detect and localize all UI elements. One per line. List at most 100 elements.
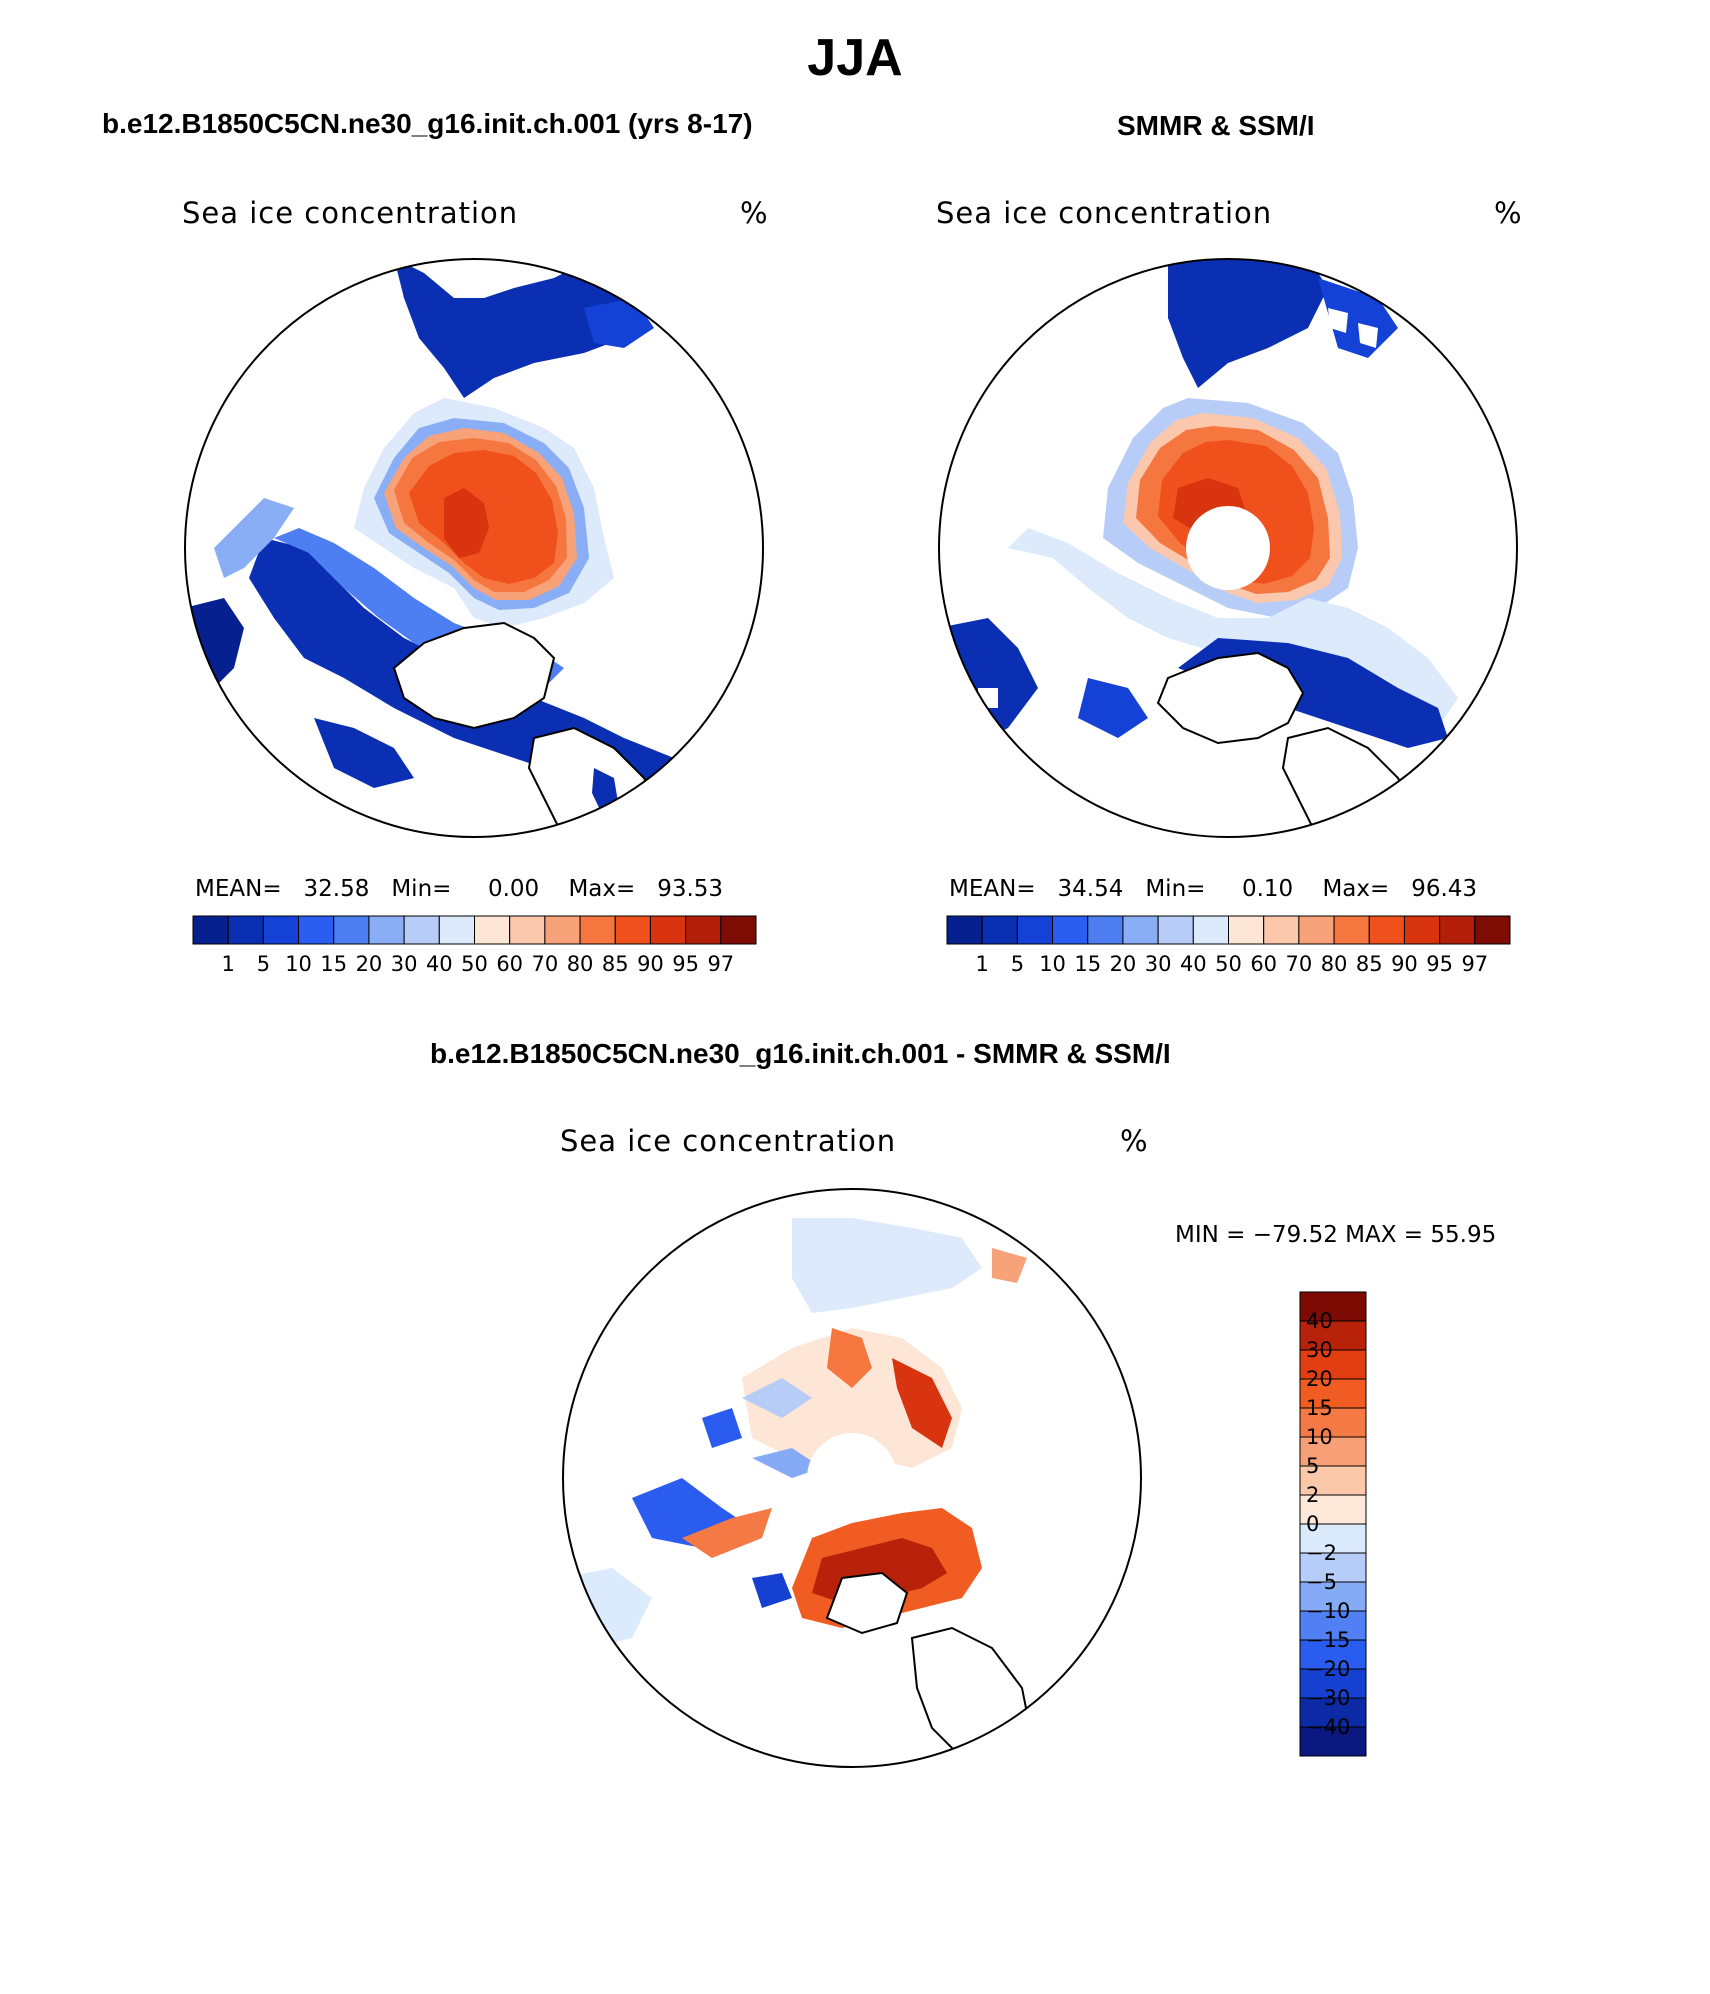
obs-colorbar-swatch [1403,915,1441,945]
diff-colorbar-tick-label: 2 [1306,1483,1320,1507]
obs-colorbar-tick-label: 5 [1010,952,1025,976]
obs-colorbar-swatch [1122,915,1159,945]
diff-units-label: % [1120,1124,1148,1158]
obs-colorbar-tick-label: 50 [1215,952,1242,976]
model-colorbar-tick-label: 40 [425,952,453,976]
model-colorbar-swatch [403,915,440,945]
model-max-value: 93.53 [657,876,724,902]
diff-colorbar-swatch [1299,1320,1367,1351]
diff-map [562,1188,1142,1768]
diff-colorbar-tick-label: −10 [1306,1599,1351,1623]
obs-colorbar-swatch [1263,915,1300,945]
model-map [184,258,764,838]
obs-pole-hole [1186,506,1270,590]
model-colorbar-tick-label: 70 [531,952,559,976]
obs-colorbar-swatch [1192,915,1229,945]
diff-colorbar-swatch [1299,1465,1367,1496]
obs-colorbar-swatch [1157,915,1194,945]
obs-colorbar-swatch [1439,915,1476,945]
model-colorbar-tick-label: 30 [390,952,418,976]
model-panel-title: b.e12.B1850C5CN.ne30_g16.init.ch.001 (yr… [102,108,753,139]
diff-colorbar-swatch [1299,1349,1367,1380]
model-colorbar-swatch [544,915,581,945]
diff-colorbar-tick-label: 0 [1306,1512,1320,1536]
diff-colorbar-swatch [1299,1726,1367,1757]
obs-colorbar-swatch [1228,915,1265,945]
obs-colorbar-tick-label: 1 [975,952,989,976]
diff-colorbar-swatch [1299,1581,1367,1612]
diff-colorbar-tick-label: 15 [1306,1396,1333,1420]
model-mean-value: 32.58 [303,876,370,902]
diff-variable-label: Sea ice concentration [560,1124,897,1158]
model-colorbar-swatch [368,915,405,945]
model-colorbar-swatch [614,915,651,945]
obs-panel-title: SMMR & SSM/I [1117,110,1315,141]
model-colorbar-swatch [192,915,229,945]
model-colorbar-tick-label: 50 [461,952,488,976]
model-colorbar-tick-label: 90 [637,952,664,976]
obs-colorbar-tick-label: 10 [1039,952,1066,976]
model-colorbar-tick-label: 97 [707,952,735,976]
obs-colorbar-tick-label: 85 [1355,952,1383,976]
diff-colorbar-swatch [1299,1291,1367,1322]
diff-colorbar-swatch [1299,1610,1367,1641]
obs-colorbar-tick-label: 15 [1074,952,1102,976]
model-min-value: 0.00 [487,876,540,902]
obs-colorbar-tick-label: 90 [1391,952,1418,976]
model-colorbar-swatch [649,915,687,945]
diff-colorbar-swatch [1299,1639,1367,1670]
model-colorbar-tick-label: 1 [221,952,235,976]
model-colorbar-tick-label: 15 [320,952,348,976]
model-colorbar [192,915,757,945]
diff-colorbar-swatch [1299,1407,1367,1438]
diff-colorbar-tick-label: −5 [1306,1570,1337,1594]
model-colorbar-swatch [474,915,511,945]
diff-colorbar-swatch [1299,1697,1367,1728]
diff-colorbar-swatch [1299,1668,1367,1699]
obs-units-label: % [1494,196,1522,230]
model-colorbar-tick-label: 85 [601,952,629,976]
obs-variable-label: Sea ice concentration [936,196,1273,230]
obs-colorbar-swatch [981,915,1018,945]
obs-colorbar-tick-label: 40 [1179,952,1207,976]
obs-colorbar-swatch [1368,915,1405,945]
model-colorbar-tick-label: 60 [496,952,524,976]
obs-colorbar-tick-label: 20 [1109,952,1137,976]
obs-colorbar-tick-label: 70 [1285,952,1313,976]
model-colorbar-tick-label: 95 [672,952,699,976]
diff-colorbar-tick-label: 40 [1306,1309,1333,1333]
obs-colorbar-tick-label: 95 [1426,952,1453,976]
model-colorbar-swatch [438,915,475,945]
model-colorbar-swatch [685,915,722,945]
diff-colorbar-tick-label: −20 [1306,1657,1351,1681]
obs-colorbar [946,915,1511,945]
model-variable-label: Sea ice concentration [182,196,519,230]
obs-colorbar-tick-label: 97 [1461,952,1489,976]
model-colorbar-tick-label: 80 [566,952,594,976]
diff-pole-hole [807,1433,897,1523]
obs-mean-value: 34.54 [1057,876,1124,902]
obs-colorbar-swatch [1052,915,1089,945]
obs-colorbar-swatch [946,915,983,945]
obs-colorbar-swatch [1298,915,1335,945]
diff-colorbar-tick-label: 30 [1306,1338,1333,1362]
obs-colorbar-swatch [1333,915,1370,945]
obs-colorbar-tick-label: 30 [1144,952,1172,976]
model-colorbar-swatch [227,915,264,945]
model-stats: MEAN= 32.58 Min= 0.00 Max= 93.53 [195,876,724,902]
diff-colorbar-tick-label: 5 [1306,1454,1320,1478]
diff-colorbar-swatch [1299,1436,1367,1467]
model-colorbar-tick-label: 10 [285,952,312,976]
diff-colorbar-tick-label: 20 [1306,1367,1333,1391]
model-colorbar-swatch [509,915,546,945]
obs-bering-ice [1168,259,1328,388]
model-colorbar-swatch [579,915,616,945]
diff-colorbar-tick-label: −2 [1306,1541,1337,1565]
obs-stats: MEAN= 34.54 Min= 0.10 Max= 96.43 [949,876,1478,902]
obs-colorbar-tick-label: 80 [1320,952,1348,976]
diff-panel-title: b.e12.B1850C5CN.ne30_g16.init.ch.001 - S… [430,1038,1171,1069]
figure-title: JJA [807,29,903,87]
obs-map [938,258,1518,838]
model-colorbar-swatch [298,915,335,945]
obs-min-value: 0.10 [1241,876,1294,902]
